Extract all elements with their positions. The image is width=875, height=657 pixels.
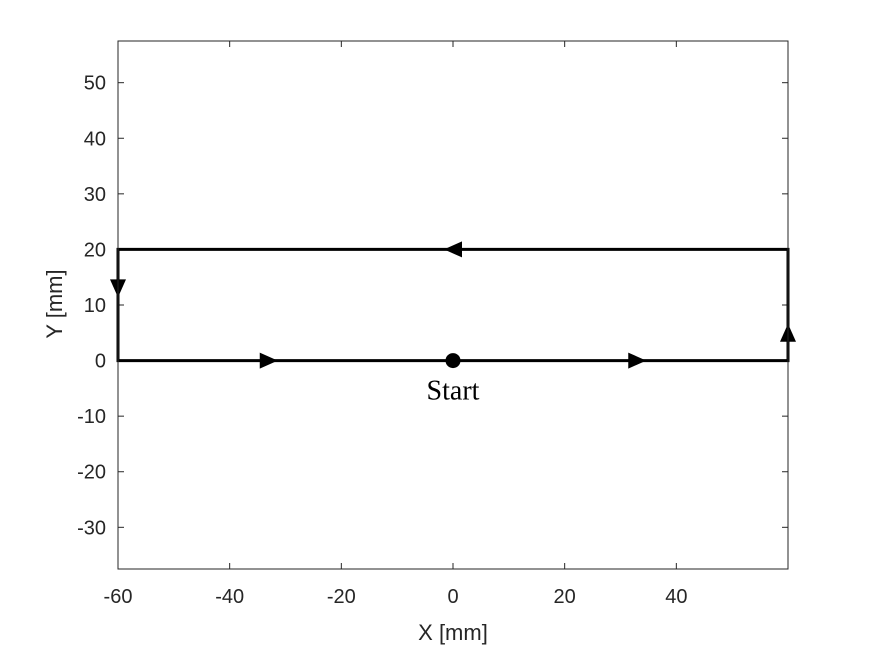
x-tick-label: -40 — [215, 586, 244, 608]
direction-arrow-right — [259, 352, 278, 369]
x-tick-label: 0 — [447, 586, 458, 608]
y-tick-label: 30 — [84, 184, 106, 206]
y-tick-label: 0 — [95, 351, 106, 373]
y-tick-label: -10 — [77, 406, 106, 428]
x-tick-label: -20 — [327, 586, 356, 608]
y-tick-label: 40 — [84, 128, 106, 150]
x-tick-label: -60 — [104, 586, 133, 608]
x-tick-label: 40 — [665, 586, 687, 608]
x-axis-ticks: -60 -40 -20 0 20 40 — [104, 41, 687, 608]
y-tick-label: 10 — [84, 295, 106, 317]
y-tick-label: 50 — [84, 73, 106, 95]
direction-arrow-right — [628, 352, 647, 369]
direction-arrow-left — [444, 241, 462, 258]
plot-frame — [117, 40, 789, 570]
y-tick-label: -30 — [77, 517, 106, 539]
y-axis-ticks: -30 -20 -10 0 10 20 30 40 50 — [77, 73, 788, 539]
annotations: Start — [427, 375, 480, 406]
x-axis-label: X [mm] — [418, 620, 488, 645]
x-tick-label: 20 — [554, 586, 576, 608]
y-tick-label: -20 — [77, 462, 106, 484]
y-tick-label: 20 — [84, 239, 106, 261]
y-axis-label: Y [mm] — [42, 269, 67, 338]
start-annotation: Start — [427, 375, 480, 406]
start-marker — [445, 353, 461, 369]
plot-area — [118, 41, 788, 569]
start-marker-layer — [445, 353, 461, 369]
